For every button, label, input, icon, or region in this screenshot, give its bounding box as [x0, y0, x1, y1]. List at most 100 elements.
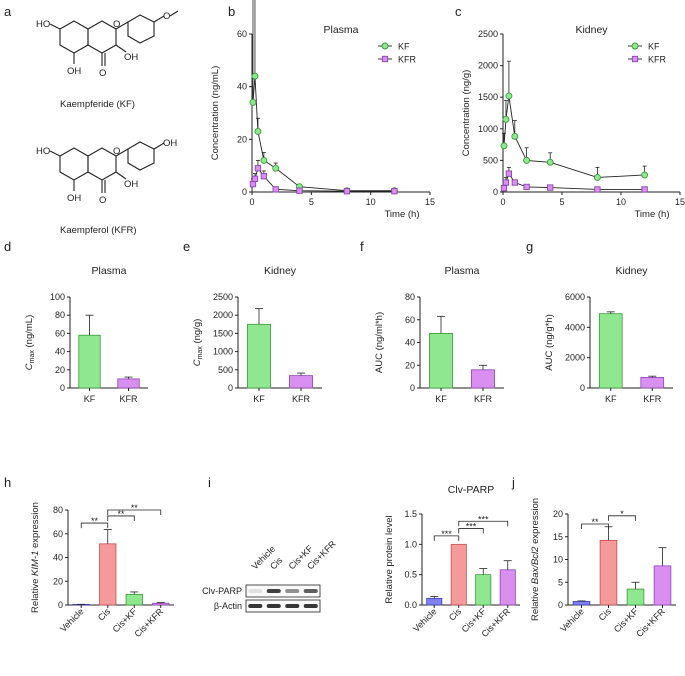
x-tick-label-j-0: Vehicle: [558, 606, 586, 634]
legend-marker-b-1: [381, 55, 389, 63]
y-tick-label-b-3: 60: [237, 29, 247, 39]
bar-i-2: [475, 574, 492, 606]
y-tick-label-c-0: 0: [493, 187, 498, 197]
chart-title-c: Kidney: [575, 24, 608, 36]
point-c-0-4: [523, 156, 531, 164]
caption-kf: Kaempferide (KF): [60, 99, 135, 110]
x-tick-label-h-1: Cis: [96, 606, 113, 623]
y-tick-label-j-4: 20: [553, 509, 563, 519]
blot-band-1-2: [285, 604, 300, 608]
point-c-0-2: [505, 92, 513, 100]
panel-letter-j: j: [511, 475, 515, 490]
sig-bracket-h-1: [107, 515, 135, 521]
y-axis-label-d: Cmax (ng/mL): [24, 315, 36, 370]
y-tick-label-f-2: 40: [405, 338, 415, 348]
y-tick-label-e-2: 1000: [213, 347, 233, 357]
bar-d-1: [117, 378, 140, 389]
y-axis-label-c: Concentration (ng/g): [461, 70, 472, 157]
bar-j-1: [599, 539, 618, 606]
sig-label-i-2: ***: [478, 514, 489, 524]
bar-h-3: [152, 602, 170, 606]
y-tick-label-f-4: 80: [405, 292, 415, 302]
y-tick-label-b-0: 0: [242, 187, 247, 197]
point-c-0-3: [511, 132, 519, 140]
chart-title-g: Kidney: [615, 265, 648, 277]
point-b-1-4: [272, 186, 279, 193]
bar-e-0: [247, 323, 271, 389]
point-c-1-5: [547, 184, 554, 191]
bar-g-1: [640, 376, 665, 389]
x-tick-label-c-1: 5: [559, 197, 564, 207]
panel-letter-a: a: [4, 4, 12, 19]
legend-label-b-0: KF: [398, 42, 410, 52]
y-tick-label-j-1: 5: [558, 577, 563, 587]
y-axis-label-j: Relative Bax/Bcl2 expression: [530, 498, 541, 621]
y-tick-label-h-1: 20: [53, 576, 63, 586]
blot-band-1-0: [248, 604, 263, 608]
point-b-1-2: [254, 165, 262, 172]
y-tick-label-f-3: 60: [405, 315, 415, 325]
point-c-1-0: [500, 185, 508, 192]
x-tick-label-b-3: 15: [425, 197, 435, 207]
bar-i-1: [450, 543, 467, 606]
x-tick-label-h-3: Cis+KFR: [132, 606, 165, 639]
y-tick-label-j-0: 0: [558, 600, 563, 610]
point-c-1-1: [502, 179, 510, 186]
series-line-c-0: [503, 95, 645, 178]
chart-b: 0 20 40 60 0 5 10 15 Plasma Time (h) Concentration…: [210, 0, 435, 220]
chart-title-i: Clv-PARP: [448, 484, 494, 496]
legend-marker-b-0: [381, 42, 389, 50]
y-axis-label-h: Relative KIM-1 expression: [30, 502, 41, 613]
x-tick-label-c-0: 0: [500, 197, 505, 207]
point-c-0-0: [500, 142, 508, 150]
sig-bracket-i-0: [433, 535, 460, 541]
x-tick-label-e-0: KF: [253, 394, 265, 404]
y-tick-label-h-2: 40: [53, 553, 63, 563]
chart-title-b: Plasma: [323, 24, 358, 36]
y-tick-label-h-0: 0: [58, 600, 63, 610]
y-tick-label-e-4: 2000: [213, 310, 233, 320]
series-line-b-0: [252, 76, 395, 192]
y-tick-label-i-3: 1.5: [404, 509, 417, 519]
x-tick-label-j-1: Cis: [597, 606, 614, 623]
y-tick-label-c-4: 2000: [478, 61, 498, 71]
sig-label-h-2: **: [131, 503, 139, 513]
bar-j-3: [653, 565, 672, 606]
chart-title-e: Kidney: [264, 265, 297, 277]
atom-o-kf-ring: O: [113, 19, 120, 30]
bar-i-0: [426, 597, 443, 606]
panel-letter-b: b: [228, 4, 235, 19]
y-tick-label-b-1: 20: [237, 134, 247, 144]
y-tick-label-j-2: 10: [553, 555, 563, 565]
point-b-0-1: [251, 72, 259, 80]
y-tick-label-i-1: 0.5: [404, 570, 417, 580]
point-b-1-7: [391, 188, 398, 195]
x-tick-label-i-0: Vehicle: [411, 606, 439, 634]
sig-label-j-1: *: [620, 509, 624, 519]
x-tick-label-g-1: KFR: [643, 394, 662, 404]
panel-letter-i: i: [208, 475, 211, 490]
x-tick-label-j-3: Cis+KFR: [634, 606, 667, 639]
x-tick-label-h-0: Vehicle: [58, 606, 86, 634]
y-tick-label-c-2: 1000: [478, 124, 498, 134]
point-c-1-7: [641, 186, 648, 193]
atom-o-kf-methoxy: O: [163, 11, 170, 22]
y-tick-label-f-1: 20: [405, 360, 415, 370]
point-b-0-4: [272, 164, 280, 172]
chart-d: 0 20 40 60 80 100 Plasma KF KFR Cmax (ng/mL): [24, 265, 148, 404]
chart-g: 0 2000 4000 6000 Kidney KF KFR AUC (ng/g*h): [544, 265, 673, 404]
bar-f-1: [471, 369, 495, 389]
y-tick-label-i-2: 1.0: [404, 539, 417, 549]
x-tick-label-b-1: 5: [309, 197, 314, 207]
chart-title-f: Plasma: [444, 265, 479, 277]
atom-ho-kf: HO: [36, 19, 50, 30]
x-tick-label-b-0: 0: [249, 197, 254, 207]
legend-marker-c-0: [631, 42, 639, 50]
panel-letter-g: g: [526, 239, 533, 254]
blot-band-0-3: [303, 589, 318, 593]
bar-j-2: [626, 588, 645, 606]
y-tick-label-d-4: 80: [55, 310, 65, 320]
x-axis-label-c: Time (h): [634, 209, 669, 220]
